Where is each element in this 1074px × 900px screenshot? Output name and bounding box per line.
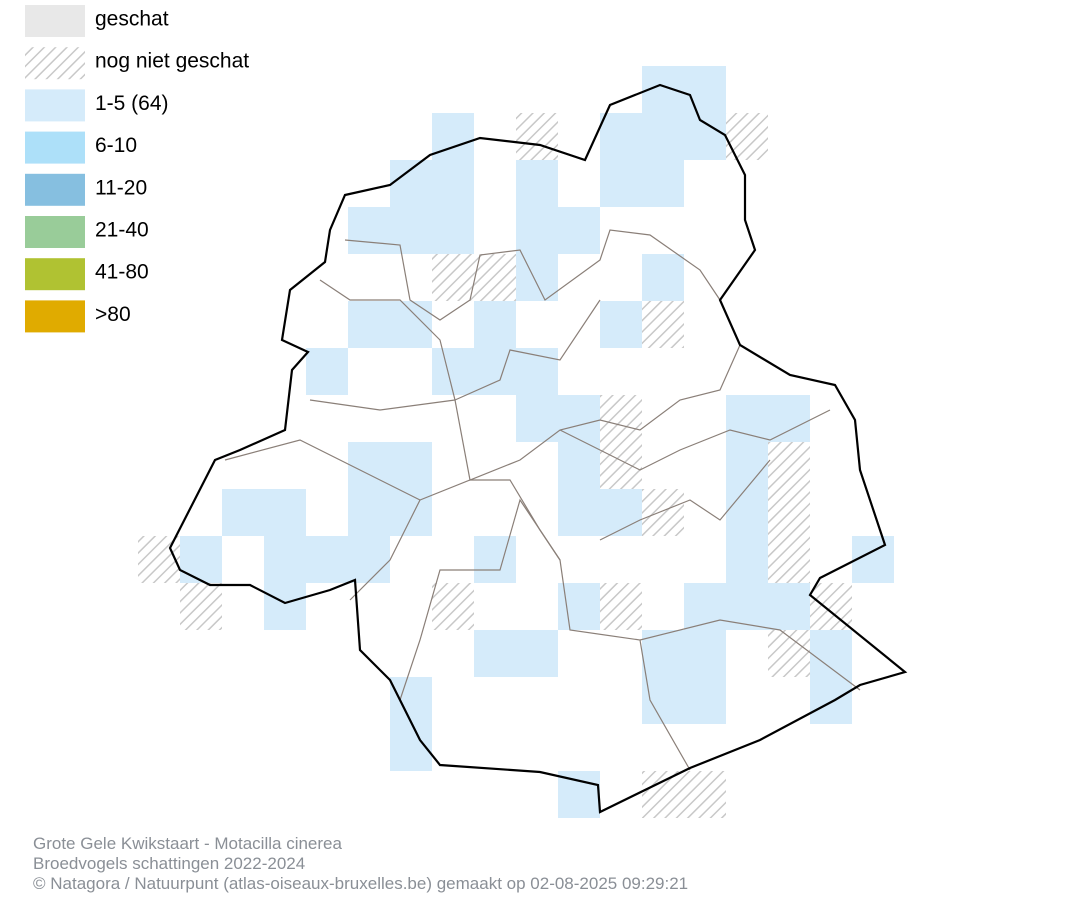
grid-cell — [516, 207, 600, 254]
region-outline — [168, 83, 908, 814]
grid-cell — [180, 536, 222, 583]
legend-label: 11-20 — [95, 176, 147, 199]
legend-label: 6-10 — [95, 134, 137, 157]
grid-cell — [180, 583, 222, 630]
grid-cell — [348, 442, 432, 489]
grid-cell — [810, 630, 852, 677]
grid-cell — [558, 771, 600, 818]
municipality-borders — [224, 229, 861, 771]
legend-label: 1-5 (64) — [95, 92, 169, 115]
legend-label: geschat — [95, 8, 169, 31]
grid-cell — [768, 489, 810, 536]
grid-cell — [600, 160, 684, 207]
grid-cell — [432, 254, 516, 301]
footer-line: © Natagora / Natuurpunt (atlas-oiseaux-b… — [33, 874, 688, 893]
grid-cells — [138, 66, 894, 818]
footer-line: Grote Gele Kwikstaart - Motacilla cinere… — [33, 834, 342, 853]
grid-cell — [600, 583, 642, 630]
grid-cell — [516, 113, 558, 160]
grid-cell — [516, 160, 558, 207]
grid-cell — [432, 583, 474, 630]
grid-cell — [306, 348, 348, 395]
legend-swatch — [25, 216, 85, 248]
legend-swatch — [25, 173, 85, 206]
grid-cell — [684, 583, 810, 630]
grid-cell — [642, 66, 726, 113]
grid-cell — [726, 395, 810, 442]
legend: geschat nog niet geschat 1-5 (64) 6-10 11-20… — [25, 5, 249, 333]
grid-cell — [558, 442, 600, 489]
legend-label: >80 — [95, 303, 131, 326]
legend-label: 41-80 — [95, 261, 149, 284]
grid-cell — [642, 254, 684, 301]
grid-cell — [516, 395, 600, 442]
grid-cell — [810, 677, 852, 724]
grid-cell — [600, 395, 642, 442]
grid-cell — [768, 536, 810, 583]
grid-cell — [264, 583, 306, 630]
grid-cell — [474, 536, 516, 583]
legend-label: nog niet geschat — [95, 50, 249, 73]
grid-cell — [726, 536, 768, 583]
grid-cell — [348, 207, 474, 254]
legend-swatch — [25, 131, 85, 164]
grid-cell — [600, 301, 642, 348]
grid-cell — [768, 630, 810, 677]
footer-line: Broedvogels schattingen 2022-2024 — [33, 854, 305, 873]
grid-cell — [726, 442, 768, 489]
grid-cell — [348, 489, 432, 536]
grid-cell — [642, 630, 726, 677]
grid-cell — [558, 489, 642, 536]
grid-cell — [642, 677, 726, 724]
grid-cell — [390, 677, 432, 724]
grid-cell — [852, 536, 894, 583]
legend-swatch — [25, 258, 85, 291]
grid-cell — [516, 254, 558, 301]
grid-cell — [642, 301, 684, 348]
grid-cell — [222, 489, 306, 536]
grid-cell — [600, 113, 726, 160]
grid-cell — [600, 442, 642, 489]
legend-swatch — [25, 89, 85, 122]
grid-cell — [390, 160, 474, 207]
grid-cell — [348, 301, 432, 348]
legend-swatch — [25, 5, 85, 37]
legend-swatch — [25, 47, 85, 80]
grid-cell — [726, 113, 768, 160]
grid-cell — [474, 630, 558, 677]
grid-cell — [642, 771, 726, 818]
grid-cell — [768, 442, 810, 489]
grid-cell — [264, 536, 390, 583]
grid-cell — [726, 489, 768, 536]
grid-cell — [642, 489, 684, 536]
legend-swatch — [25, 300, 85, 333]
grid-cell — [474, 301, 516, 348]
footer: Grote Gele Kwikstaart - Motacilla cinere… — [33, 834, 688, 893]
grid-cell — [432, 348, 558, 395]
legend-label: 21-40 — [95, 219, 149, 242]
